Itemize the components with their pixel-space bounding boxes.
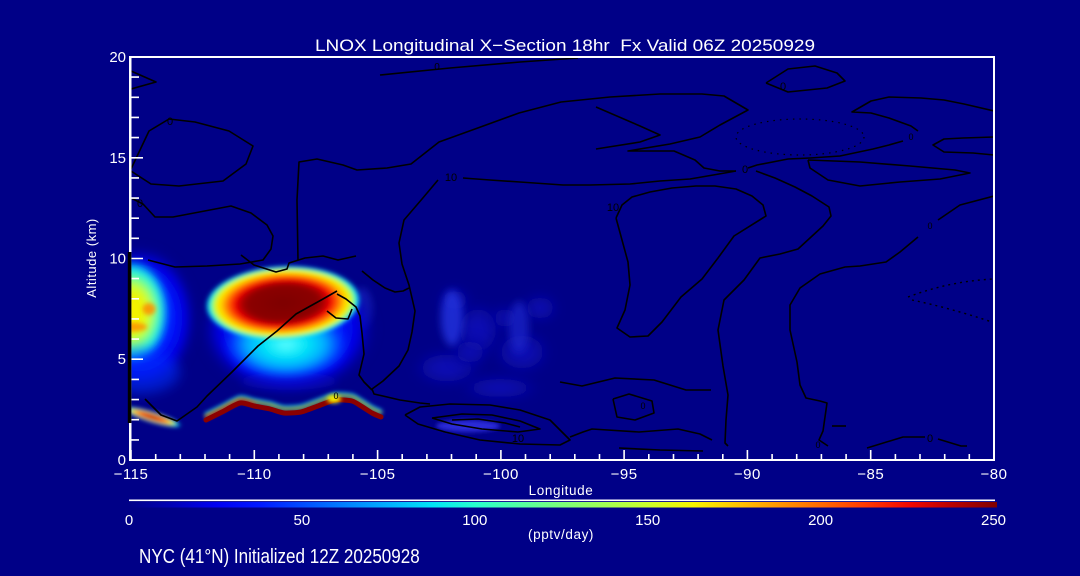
svg-text:−85: −85 — [857, 466, 884, 483]
svg-text:250: 250 — [981, 512, 1006, 529]
svg-text:0: 0 — [927, 221, 932, 231]
svg-text:5: 5 — [118, 351, 126, 368]
svg-text:−105: −105 — [360, 466, 396, 483]
svg-text:150: 150 — [635, 512, 660, 529]
svg-text:0: 0 — [125, 512, 133, 529]
svg-text:−80: −80 — [981, 466, 1008, 483]
svg-text:100: 100 — [462, 512, 487, 529]
svg-text:0: 0 — [927, 433, 933, 445]
svg-text:(pptv/day): (pptv/day) — [528, 527, 594, 542]
svg-text:10: 10 — [512, 433, 524, 445]
svg-text:0: 0 — [742, 164, 748, 176]
svg-text:Longitude: Longitude — [529, 483, 594, 498]
svg-text:10: 10 — [445, 172, 457, 184]
svg-text:−95: −95 — [611, 466, 638, 483]
svg-text:0: 0 — [815, 440, 820, 450]
svg-text:10: 10 — [607, 202, 619, 214]
svg-text:Altitude (km): Altitude (km) — [84, 218, 99, 297]
svg-text:0: 0 — [118, 452, 126, 469]
svg-text:0: 0 — [780, 81, 786, 93]
svg-text:0: 0 — [908, 132, 913, 142]
svg-text:0: 0 — [333, 391, 338, 401]
svg-text:200: 200 — [808, 512, 833, 529]
svg-text:50: 50 — [294, 512, 311, 529]
svg-text:−100: −100 — [483, 466, 519, 483]
svg-text:20: 20 — [109, 49, 126, 66]
svg-text:−115: −115 — [114, 466, 149, 483]
svg-text:−110: −110 — [237, 466, 272, 483]
svg-text:10: 10 — [109, 251, 126, 268]
svg-text:0: 0 — [167, 116, 173, 128]
svg-text:NYC (41°N) Initialized 12Z 202: NYC (41°N) Initialized 12Z 20250928 — [139, 545, 420, 568]
svg-text:−90: −90 — [734, 466, 761, 483]
svg-text:0: 0 — [137, 198, 143, 210]
svg-text:LNOX Longitudinal X−Section 18: LNOX Longitudinal X−Section 18hr Fx Vali… — [315, 36, 815, 55]
svg-text:0: 0 — [434, 62, 440, 73]
svg-text:15: 15 — [109, 150, 126, 167]
svg-text:0: 0 — [640, 401, 645, 411]
